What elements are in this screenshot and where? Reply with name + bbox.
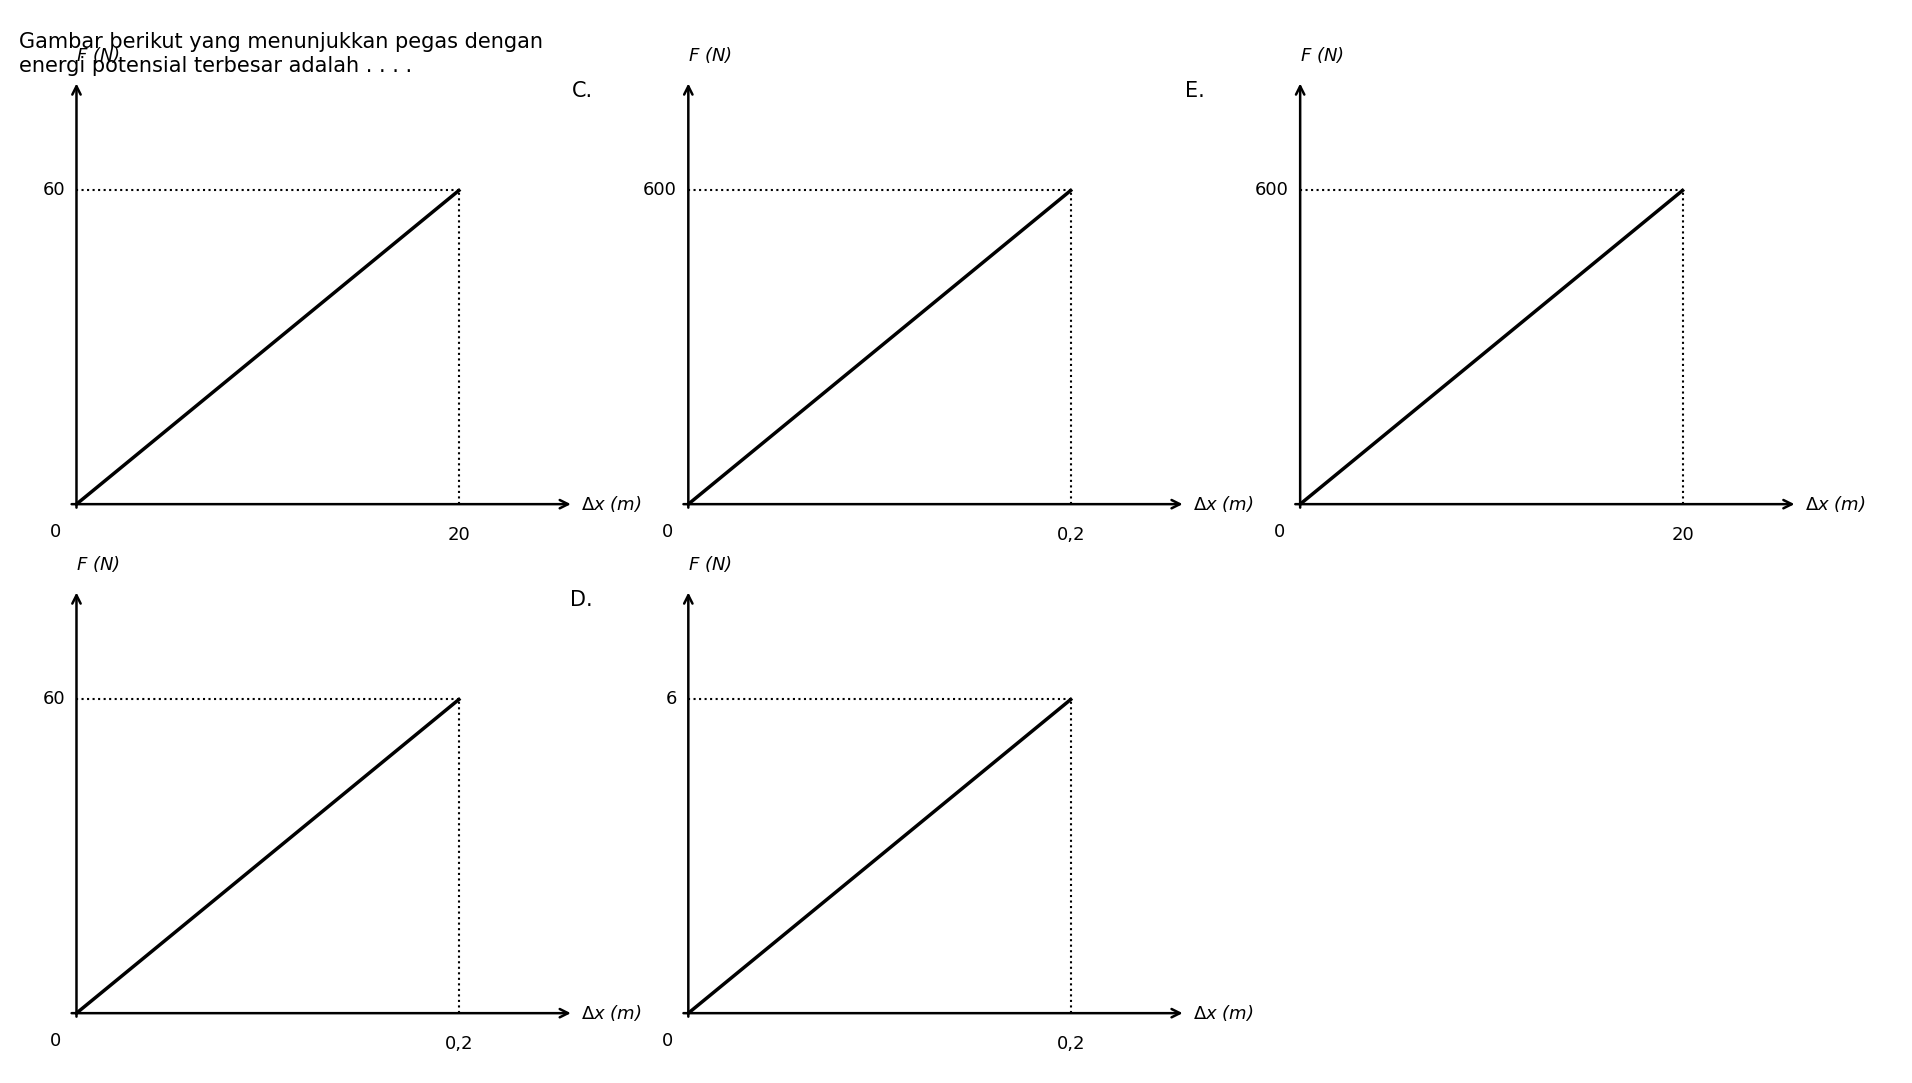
Text: 0: 0 [50, 1032, 61, 1051]
Text: $\Delta x$ (m): $\Delta x$ (m) [581, 1003, 642, 1023]
Text: $\Delta x$ (m): $\Delta x$ (m) [1193, 1003, 1254, 1023]
Text: $\Delta x$ (m): $\Delta x$ (m) [581, 494, 642, 514]
Text: $F$ (N): $F$ (N) [688, 45, 732, 65]
Text: $F$ (N): $F$ (N) [76, 45, 120, 65]
Text: 0: 0 [50, 523, 61, 542]
Text: 20: 20 [447, 526, 470, 544]
Text: $F$ (N): $F$ (N) [76, 554, 120, 574]
Text: 600: 600 [1254, 182, 1289, 199]
Text: C.: C. [572, 80, 593, 101]
Text: 0: 0 [1273, 523, 1285, 542]
Text: 20: 20 [1671, 526, 1694, 544]
Text: $F$ (N): $F$ (N) [688, 554, 732, 574]
Text: Gambar berikut yang menunjukkan pegas dengan
energi potensial terbesar adalah . : Gambar berikut yang menunjukkan pegas de… [19, 32, 543, 76]
Text: 6: 6 [665, 691, 677, 708]
Text: 0: 0 [662, 1032, 673, 1051]
Text: 60: 60 [42, 182, 65, 199]
Text: 60: 60 [42, 691, 65, 708]
Text: D.: D. [570, 589, 593, 610]
Text: 0,2: 0,2 [1057, 1035, 1084, 1053]
Text: 0: 0 [662, 523, 673, 542]
Text: 0,2: 0,2 [1057, 526, 1084, 544]
Text: $\Delta x$ (m): $\Delta x$ (m) [1193, 494, 1254, 514]
Text: $F$ (N): $F$ (N) [1300, 45, 1344, 65]
Text: $\Delta x$ (m): $\Delta x$ (m) [1805, 494, 1866, 514]
Text: E.: E. [1185, 80, 1205, 101]
Text: 600: 600 [642, 182, 677, 199]
Text: 0,2: 0,2 [445, 1035, 472, 1053]
